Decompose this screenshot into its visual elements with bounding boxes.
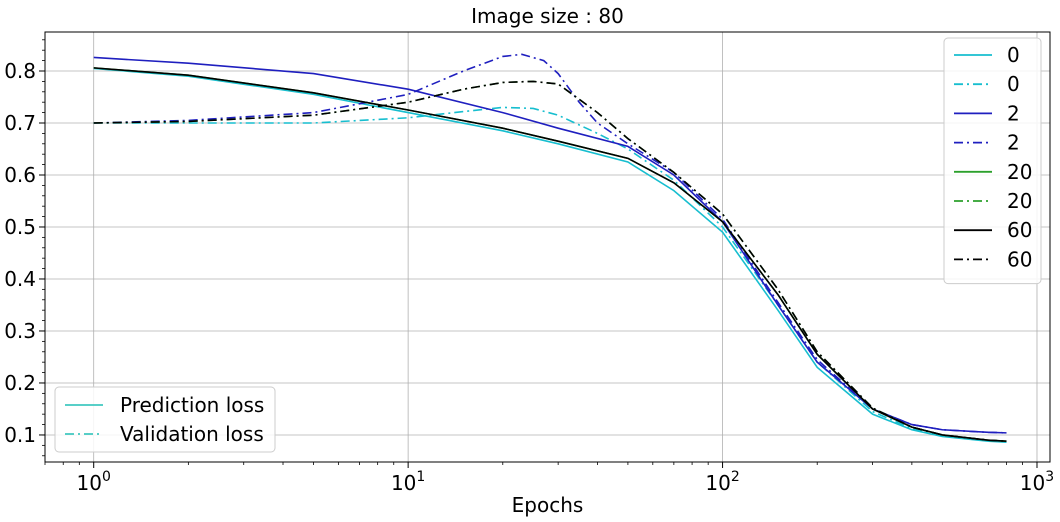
x-tick-label: 103	[1020, 469, 1054, 495]
series-line-4	[93, 67, 1007, 442]
y-tick-label: 0.2	[4, 371, 36, 395]
style-legend: Prediction loss Validation loss	[54, 386, 276, 453]
legend-label: 2	[1007, 101, 1020, 125]
legend-label: 20	[1007, 160, 1032, 184]
legend-label: 60	[1007, 218, 1032, 242]
series-line-6	[93, 67, 1007, 442]
plot-frame	[44, 31, 1051, 463]
y-tick-label: 0.7	[4, 111, 36, 135]
style-legend-label: Validation loss	[120, 422, 264, 446]
series-line-0	[93, 67, 1007, 444]
legend-label: 60	[1007, 247, 1032, 271]
series-legend: 0 0 2 2 20 20 60 60	[943, 37, 1042, 285]
x-tick-label: 101	[391, 469, 425, 495]
legend-label: 2	[1007, 131, 1020, 155]
y-tick-label: 0.3	[4, 319, 36, 343]
series-line-7	[93, 80, 1007, 442]
x-tick-label: 102	[705, 469, 739, 495]
chart-title: Image size : 80	[471, 4, 624, 28]
x-axis-label: Epochs	[512, 493, 584, 517]
x-tick-label: 100	[77, 469, 111, 495]
series-layer	[93, 53, 1007, 444]
y-tick-label: 0.4	[4, 267, 36, 291]
legend-label: 20	[1007, 189, 1032, 213]
y-tick-label: 0.8	[4, 59, 36, 83]
style-legend-box	[54, 386, 276, 453]
style-legend-label: Prediction loss	[120, 393, 264, 417]
axis-layer: 0.1 0.2 0.3 0.4 0.5 0.6 0.7 0.8 100 101 102 103	[4, 59, 1054, 495]
y-tick-label: 0.1	[4, 423, 36, 447]
series-line-3	[93, 53, 1007, 434]
y-tick-label: 0.6	[4, 163, 36, 187]
series-legend-box	[943, 37, 1042, 285]
legend-label: 0	[1007, 43, 1020, 67]
legend-label: 0	[1007, 72, 1020, 96]
y-tick-label: 0.5	[4, 215, 36, 239]
